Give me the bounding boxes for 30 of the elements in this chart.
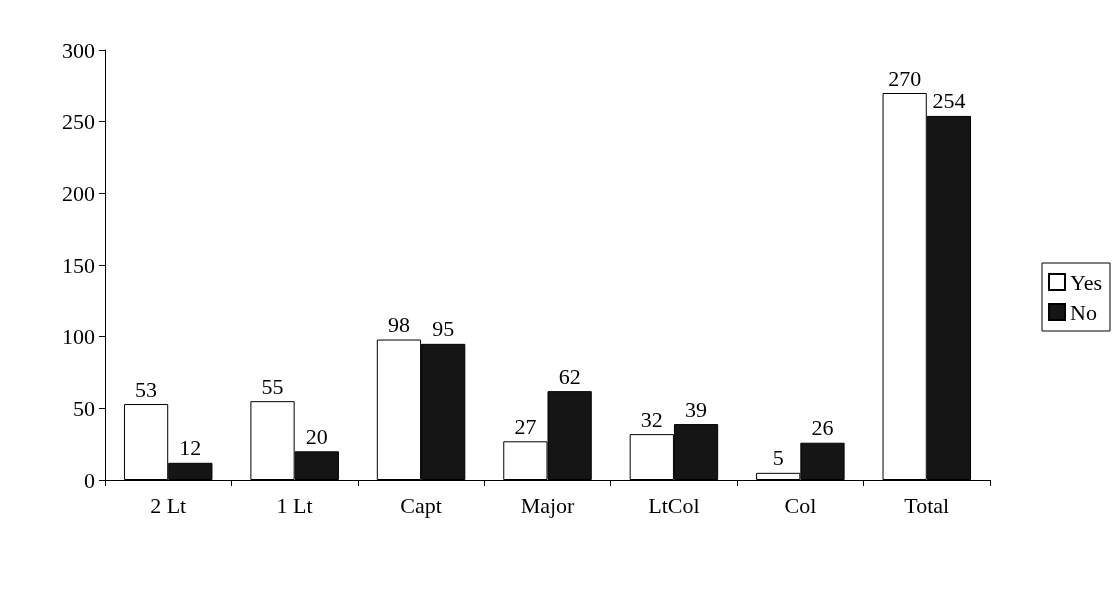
legend-label: No [1069, 299, 1097, 325]
x-tick-label: Major [520, 492, 576, 518]
y-tick-label: 200 [62, 180, 95, 206]
data-label: 254 [932, 88, 966, 114]
data-label: 55 [261, 373, 284, 399]
data-label: 62 [558, 363, 581, 389]
y-tick-label: 250 [62, 109, 95, 135]
y-tick-label: 50 [73, 395, 95, 421]
y-tick-label: 0 [84, 467, 95, 493]
data-label: 39 [685, 396, 708, 422]
y-tick-label: 300 [62, 37, 95, 63]
data-label: 98 [387, 312, 410, 338]
data-label: 20 [305, 423, 328, 449]
data-label: 53 [135, 376, 158, 402]
x-tick-label: 2 Lt [150, 492, 187, 518]
y-tick-label: 100 [62, 324, 95, 350]
x-tick-label: 1 Lt [276, 492, 313, 518]
x-tick-label: LtCol [648, 492, 700, 518]
data-label: 12 [179, 435, 202, 461]
x-tick-label: Total [904, 492, 950, 518]
x-tick-label: Capt [400, 492, 442, 518]
data-label: 5 [772, 445, 784, 471]
legend-label: Yes [1069, 269, 1102, 295]
data-label: 32 [640, 406, 663, 432]
data-label: 27 [514, 413, 537, 439]
y-tick-label: 150 [62, 252, 95, 278]
x-tick-label: Col [784, 492, 817, 518]
data-label: 270 [888, 65, 922, 91]
data-label: 26 [811, 415, 834, 441]
data-label: 95 [432, 316, 455, 342]
